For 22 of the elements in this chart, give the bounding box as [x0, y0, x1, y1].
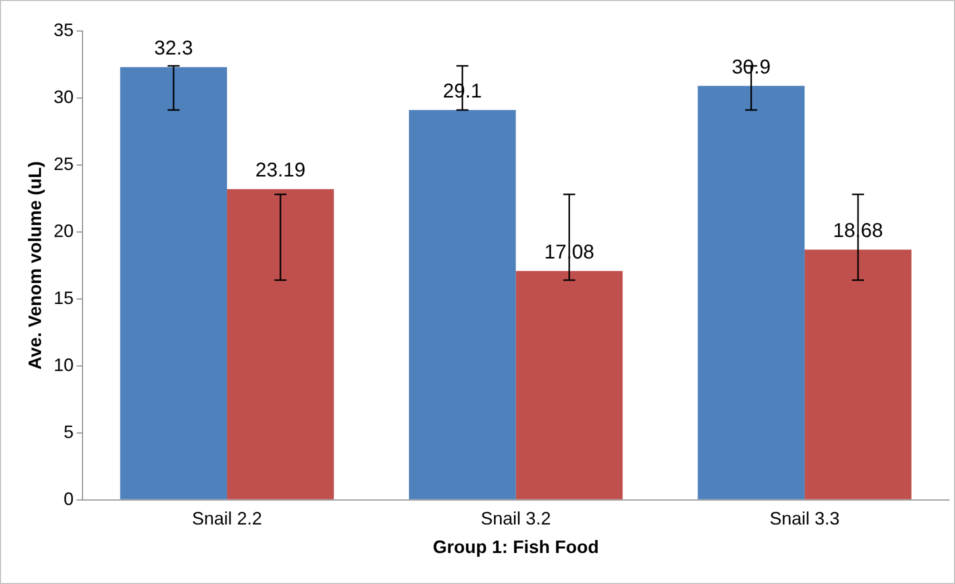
y-tick-label: 5 [64, 422, 74, 442]
data-label: 32.3 [154, 38, 194, 60]
y-axis-title: Ave. Venom volume (uL) [24, 161, 45, 370]
data-label: 23.19 [255, 160, 306, 182]
bar [120, 67, 228, 500]
data-label: 30.9 [732, 56, 771, 78]
y-tick-label: 15 [54, 288, 74, 308]
bar [804, 250, 912, 500]
y-tick-label: 10 [54, 354, 74, 375]
x-tick-label: Snail 3.2 [480, 508, 551, 529]
y-tick-label: 0 [64, 488, 74, 509]
bar [698, 86, 805, 500]
bar [516, 271, 623, 500]
y-tick-label: 20 [54, 220, 74, 241]
bar [227, 189, 334, 500]
bar [408, 110, 516, 500]
x-axis-title: Group 1: Fish Food [432, 537, 599, 558]
x-tick-label: Snail 3.3 [770, 508, 840, 529]
y-tick-label: 30 [54, 86, 74, 107]
y-tick-label: 35 [54, 20, 74, 40]
x-tick-label: Snail 2.2 [192, 508, 262, 529]
y-tick-label: 25 [54, 154, 74, 174]
